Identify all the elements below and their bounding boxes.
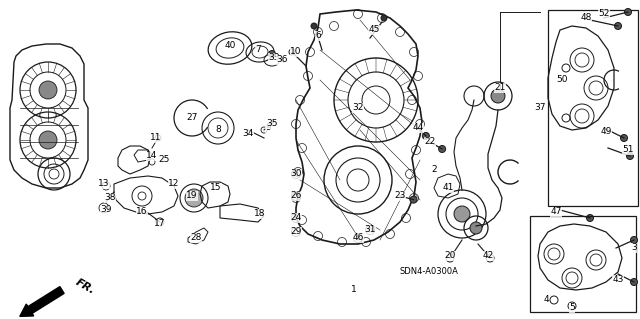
Text: 31: 31 xyxy=(364,226,376,234)
Text: 39: 39 xyxy=(100,205,112,214)
Circle shape xyxy=(491,89,505,103)
Text: 51: 51 xyxy=(622,145,634,154)
Text: 33: 33 xyxy=(268,54,280,63)
Text: 32: 32 xyxy=(352,103,364,113)
Text: 41: 41 xyxy=(442,183,454,192)
Circle shape xyxy=(185,189,203,207)
Text: SDN4-A0300A: SDN4-A0300A xyxy=(400,268,459,277)
Circle shape xyxy=(381,15,387,21)
Bar xyxy=(548,10,638,206)
Bar xyxy=(530,216,636,312)
Text: 30: 30 xyxy=(291,169,301,179)
Text: 52: 52 xyxy=(598,10,610,19)
Circle shape xyxy=(454,206,470,222)
Text: 1: 1 xyxy=(351,286,357,294)
Text: 50: 50 xyxy=(556,76,568,85)
Text: 7: 7 xyxy=(255,46,261,55)
Text: 19: 19 xyxy=(186,191,198,201)
Text: 2: 2 xyxy=(431,166,437,174)
Text: 42: 42 xyxy=(483,251,493,261)
Text: 12: 12 xyxy=(168,180,180,189)
Circle shape xyxy=(625,9,632,16)
Text: 9: 9 xyxy=(265,123,271,132)
Text: 17: 17 xyxy=(154,219,166,228)
Text: 18: 18 xyxy=(254,210,266,219)
Text: 16: 16 xyxy=(136,207,148,217)
Text: 37: 37 xyxy=(534,103,546,113)
Text: 38: 38 xyxy=(104,194,116,203)
Circle shape xyxy=(621,135,627,142)
FancyArrow shape xyxy=(20,286,64,316)
Text: 40: 40 xyxy=(224,41,236,50)
Text: 8: 8 xyxy=(215,125,221,135)
Text: 28: 28 xyxy=(190,234,202,242)
Circle shape xyxy=(39,131,57,149)
Circle shape xyxy=(311,23,317,29)
Circle shape xyxy=(630,278,637,286)
Text: 5: 5 xyxy=(569,303,575,313)
Text: 27: 27 xyxy=(186,114,198,122)
Text: 26: 26 xyxy=(291,191,301,201)
Text: 6: 6 xyxy=(315,32,321,41)
Text: 22: 22 xyxy=(424,137,436,146)
Text: 36: 36 xyxy=(276,56,288,64)
Text: 4: 4 xyxy=(543,295,549,305)
Text: 48: 48 xyxy=(580,13,592,23)
Circle shape xyxy=(438,145,445,152)
Circle shape xyxy=(422,132,429,139)
Circle shape xyxy=(39,81,57,99)
Text: 46: 46 xyxy=(352,234,364,242)
Text: FR.: FR. xyxy=(74,278,97,297)
Text: 35: 35 xyxy=(266,120,278,129)
Text: 43: 43 xyxy=(612,276,624,285)
Text: 49: 49 xyxy=(600,128,612,137)
Text: 44: 44 xyxy=(412,123,424,132)
Text: 34: 34 xyxy=(243,130,253,138)
Text: 23: 23 xyxy=(394,191,406,201)
Circle shape xyxy=(630,236,637,243)
Text: 29: 29 xyxy=(291,227,301,236)
Circle shape xyxy=(269,50,275,57)
Text: 10: 10 xyxy=(291,48,301,56)
Text: 20: 20 xyxy=(444,251,456,261)
Text: 47: 47 xyxy=(550,207,562,217)
Text: 25: 25 xyxy=(158,155,170,165)
Text: 15: 15 xyxy=(211,183,221,192)
Circle shape xyxy=(410,196,417,203)
Text: 14: 14 xyxy=(147,152,157,160)
Circle shape xyxy=(586,214,593,221)
Circle shape xyxy=(627,152,634,160)
Text: 21: 21 xyxy=(494,84,506,93)
Circle shape xyxy=(470,222,482,234)
Text: 45: 45 xyxy=(368,26,380,34)
Text: 3: 3 xyxy=(631,243,637,253)
Text: 11: 11 xyxy=(150,133,162,143)
Text: 24: 24 xyxy=(291,213,301,222)
Text: 13: 13 xyxy=(99,180,109,189)
Circle shape xyxy=(614,23,621,29)
